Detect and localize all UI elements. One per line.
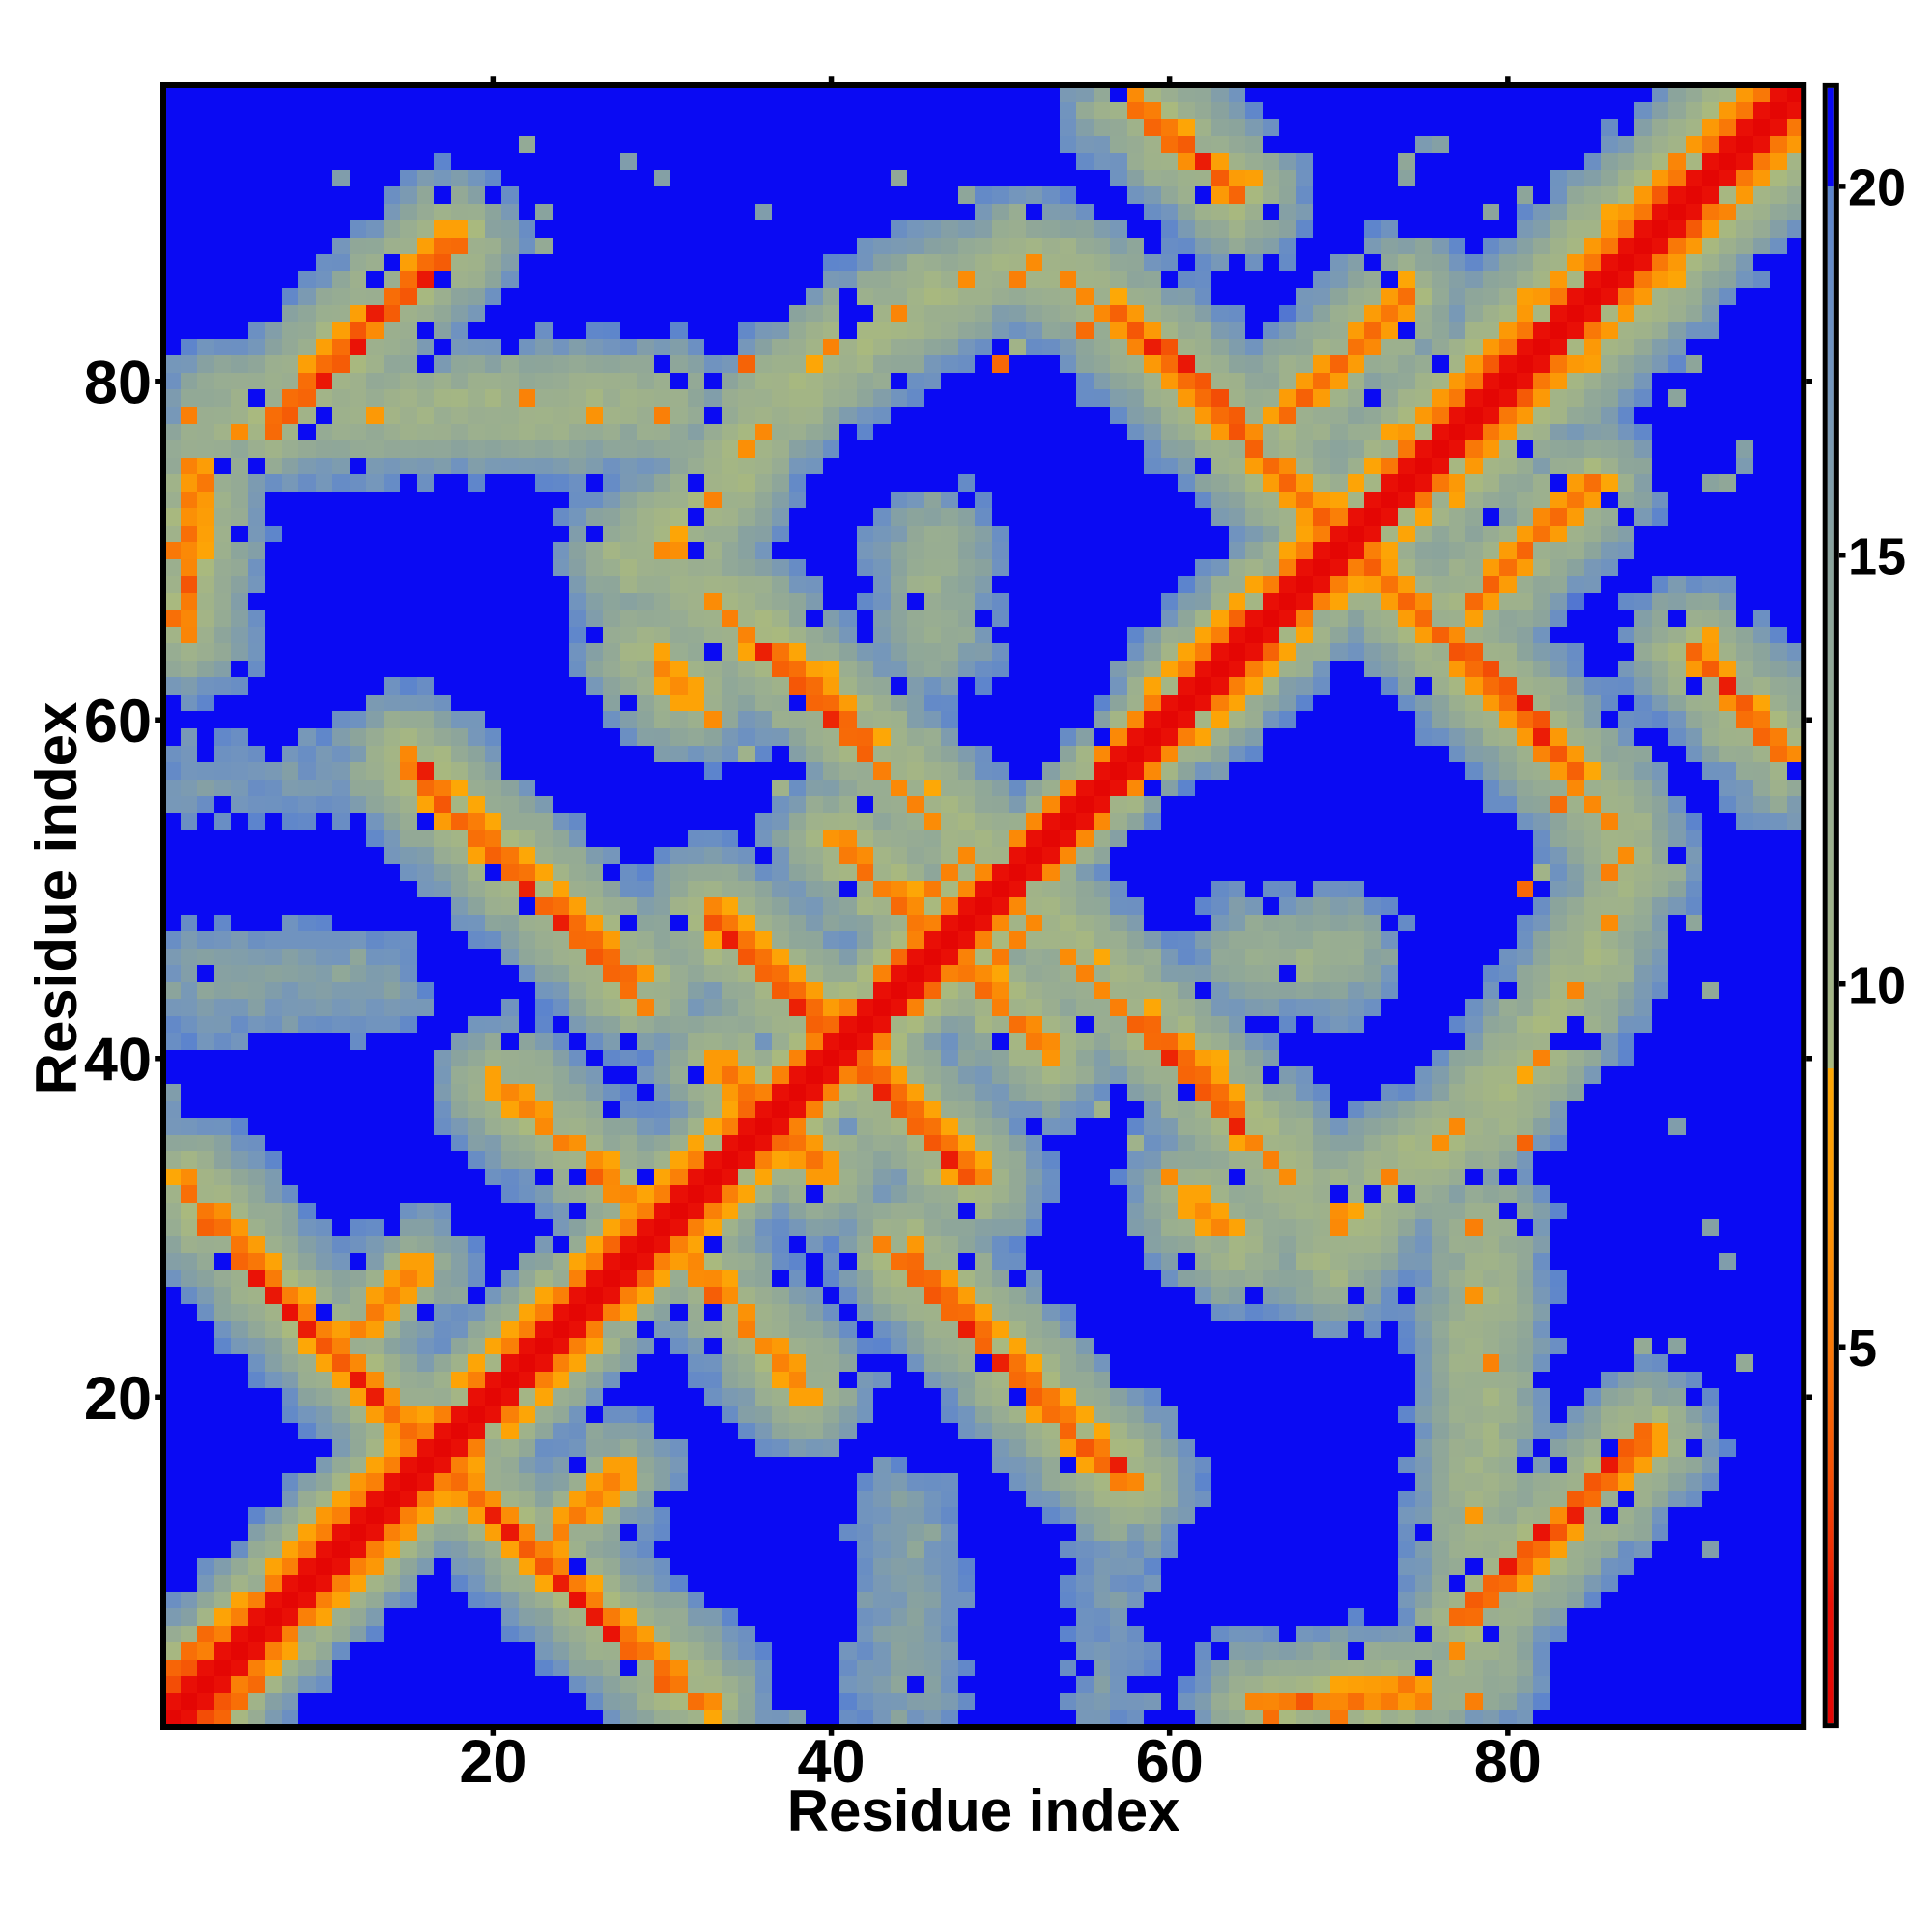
svg-text:40: 40 — [797, 1728, 865, 1796]
svg-text:80: 80 — [84, 350, 152, 417]
svg-text:40: 40 — [84, 1027, 152, 1094]
svg-text:Residue index: Residue index — [24, 702, 89, 1095]
svg-text:60: 60 — [84, 688, 152, 755]
svg-text:80: 80 — [1474, 1728, 1542, 1796]
svg-text:15: 15 — [1848, 527, 1906, 585]
svg-text:20: 20 — [459, 1728, 526, 1796]
svg-text:10: 10 — [1848, 957, 1906, 1015]
svg-text:20: 20 — [84, 1365, 152, 1433]
svg-text:5: 5 — [1848, 1320, 1877, 1378]
svg-text:20: 20 — [1848, 159, 1906, 217]
svg-text:60: 60 — [1136, 1728, 1204, 1796]
svg-text:Residue index: Residue index — [787, 1778, 1180, 1843]
